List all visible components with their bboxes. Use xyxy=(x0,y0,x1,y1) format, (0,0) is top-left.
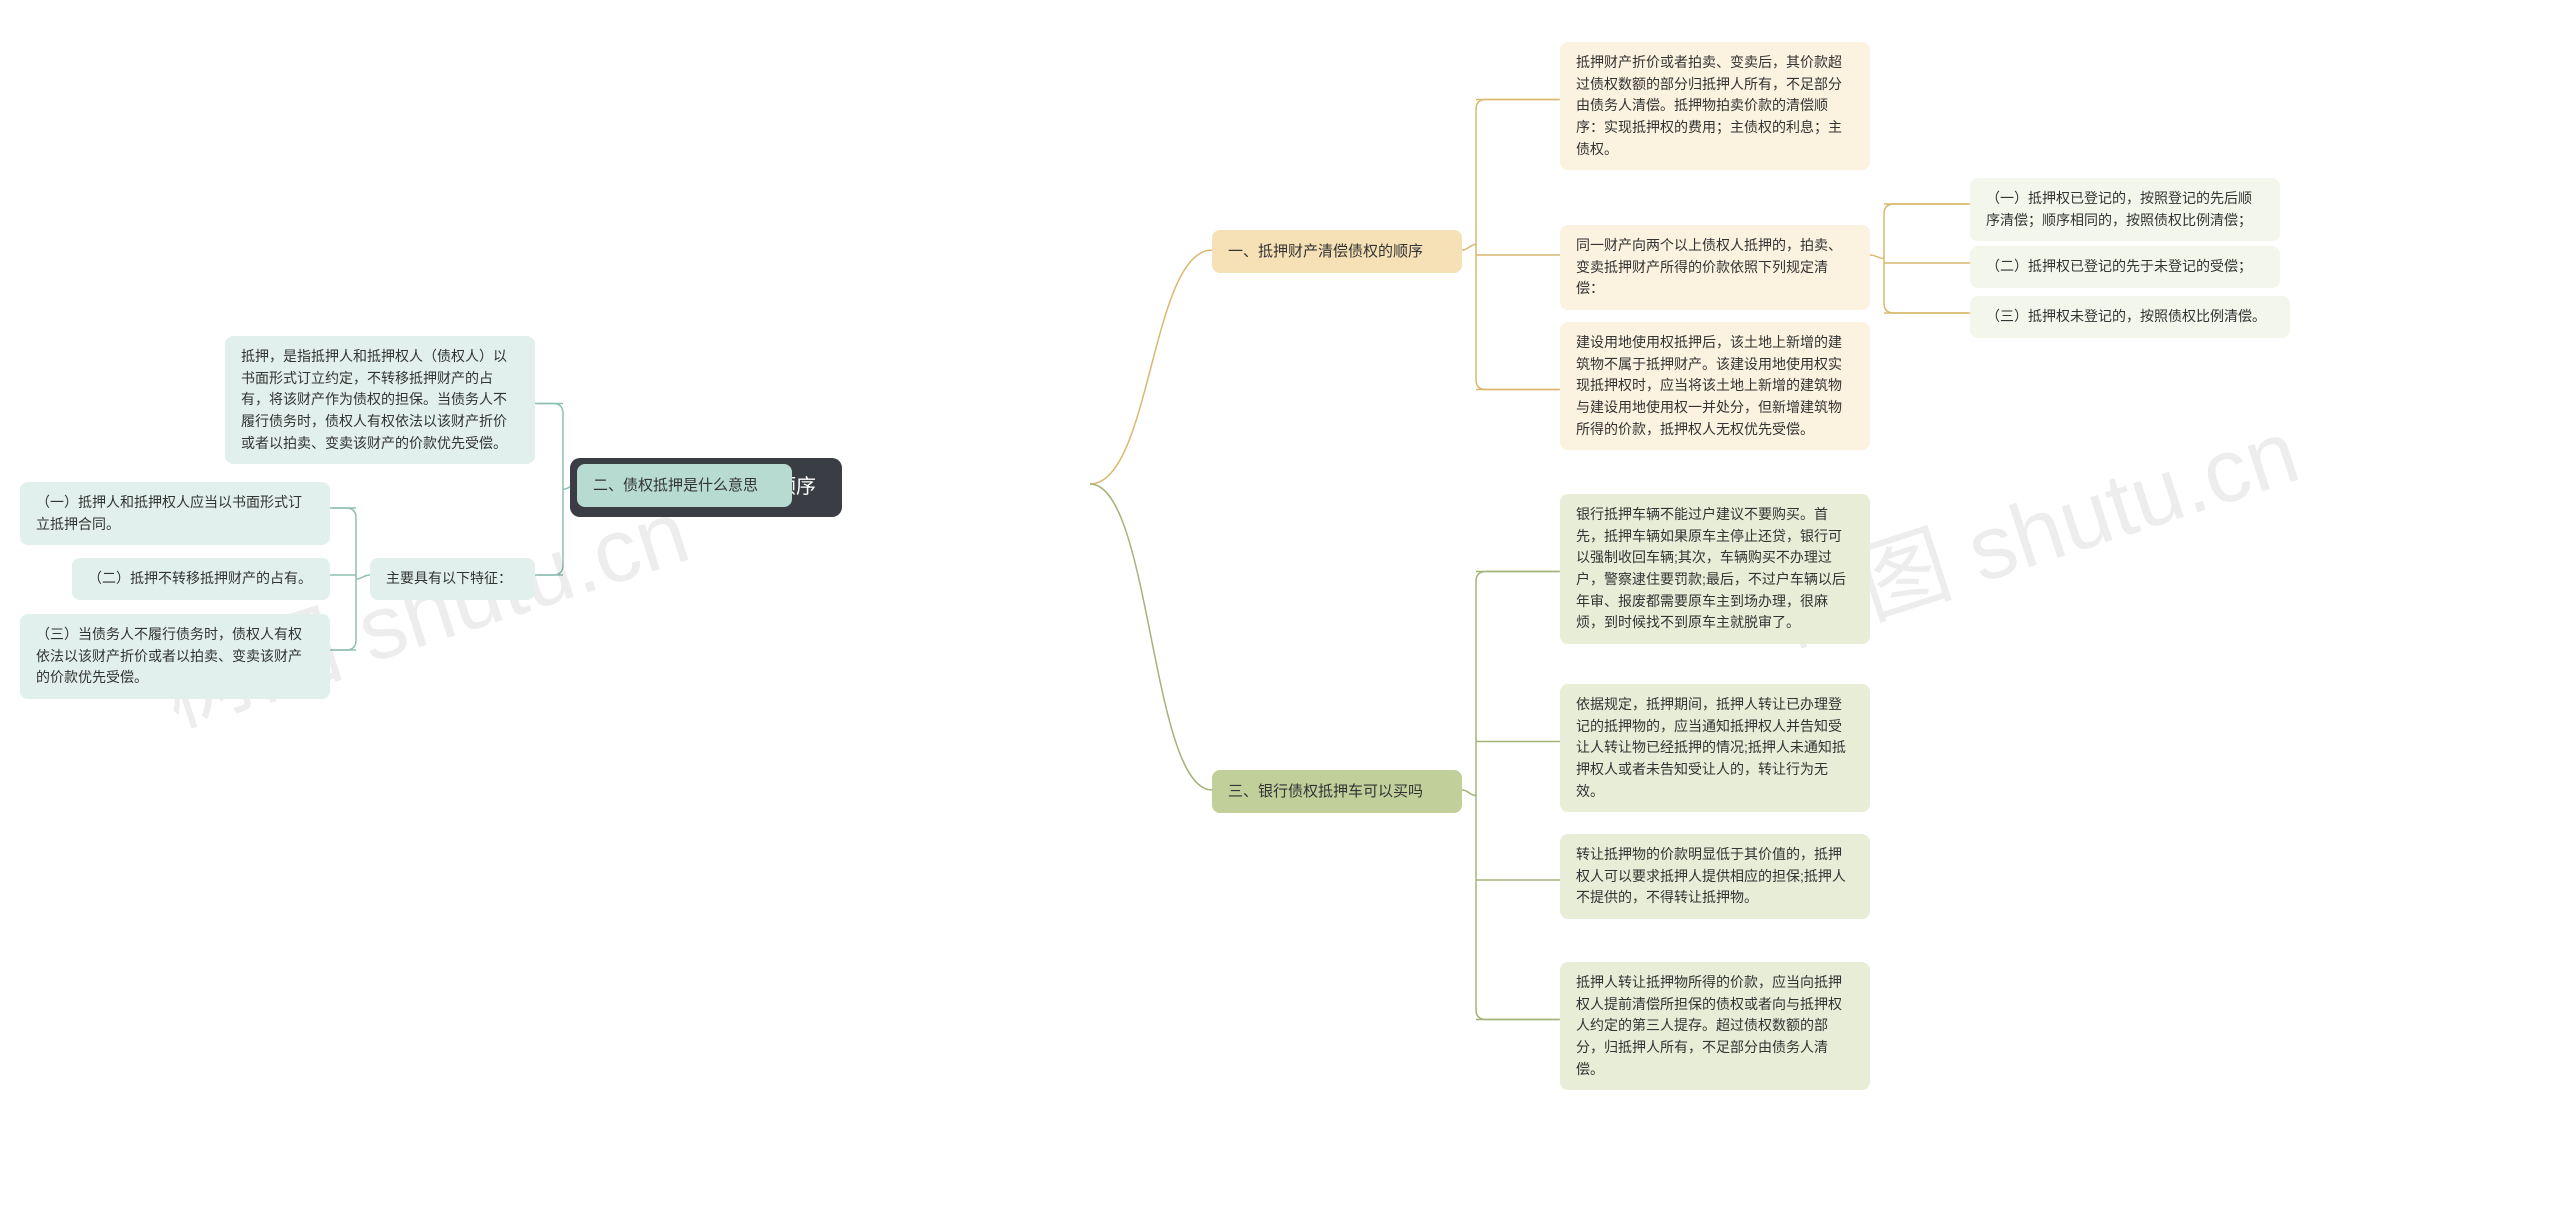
leaf-b1l2c2: （二）抵押权已登记的先于未登记的受偿； xyxy=(1970,246,2280,288)
leaf-b1l2: 同一财产向两个以上债权人抵押的，拍卖、变卖抵押财产所得的价款依照下列规定清偿： xyxy=(1560,225,1870,310)
leaf-b2l2c3: （三）当债务人不履行债务时，债权人有权依法以该财产折价或者以拍卖、变卖该财产的价… xyxy=(20,614,330,699)
branch-b3: 三、银行债权抵押车可以买吗 xyxy=(1212,770,1462,813)
leaf-b1l2c1: （一）抵押权已登记的，按照登记的先后顺序清偿；顺序相同的，按照债权比例清偿； xyxy=(1970,178,2280,241)
leaf-b3l4: 抵押人转让抵押物所得的价款，应当向抵押权人提前清偿所担保的债权或者向与抵押权人约… xyxy=(1560,962,1870,1090)
leaf-b3l2: 依据规定，抵押期间，抵押人转让已办理登记的抵押物的，应当通知抵押权人并告知受让人… xyxy=(1560,684,1870,812)
branch-b2: 二、债权抵押是什么意思 xyxy=(577,464,792,507)
leaf-b2l2c2: （二）抵押不转移抵押财产的占有。 xyxy=(72,558,330,600)
leaf-b3l1: 银行抵押车辆不能过户建议不要购买。首先，抵押车辆如果原车主停止还贷，银行可以强制… xyxy=(1560,494,1870,644)
leaf-b1l2c3: （三）抵押权未登记的，按照债权比例清偿。 xyxy=(1970,296,2290,338)
leaf-b1l3: 建设用地使用权抵押后，该土地上新增的建筑物不属于抵押财产。该建设用地使用权实现抵… xyxy=(1560,322,1870,450)
leaf-b1l1: 抵押财产折价或者拍卖、变卖后，其价款超过债权数额的部分归抵押人所有，不足部分由债… xyxy=(1560,42,1870,170)
leaf-b2l1: 抵押，是指抵押人和抵押权人（债权人）以书面形式订立约定，不转移抵押财产的占有，将… xyxy=(225,336,535,464)
branch-b1: 一、抵押财产清偿债权的顺序 xyxy=(1212,230,1462,273)
leaf-b2l2c1: （一）抵押人和抵押权人应当以书面形式订立抵押合同。 xyxy=(20,482,330,545)
leaf-b3l3: 转让抵押物的价款明显低于其价值的，抵押权人可以要求抵押人提供相应的担保;抵押人不… xyxy=(1560,834,1870,919)
leaf-b2l2: 主要具有以下特征： xyxy=(370,558,535,600)
